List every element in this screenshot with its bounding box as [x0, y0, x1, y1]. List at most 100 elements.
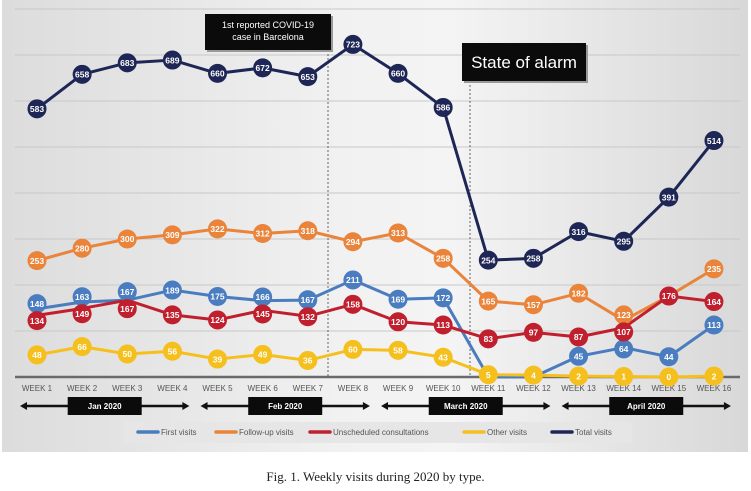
data-point-group: 5: [478, 365, 498, 385]
data-point-group: 309: [162, 225, 182, 245]
data-point: [27, 251, 47, 271]
data-point: [72, 238, 92, 258]
arrow-left-icon: [381, 402, 389, 410]
data-point: [343, 34, 363, 54]
data-label: 253: [30, 256, 44, 266]
data-label: 164: [707, 297, 721, 307]
data-point-group: 312: [253, 223, 273, 243]
data-label: 135: [165, 310, 179, 320]
series-line: [36, 42, 716, 262]
series-line: [36, 227, 715, 322]
data-point-group: 660: [208, 63, 228, 83]
x-tick-label: WEEK 7: [293, 384, 324, 393]
data-point-group: 66: [72, 337, 92, 357]
data-label: 123: [617, 310, 631, 320]
data-label: 2: [576, 371, 581, 381]
data-point-group: 583: [27, 99, 47, 119]
data-label: 0: [666, 372, 671, 382]
data-label: 2: [712, 371, 717, 381]
data-label: 60: [348, 345, 358, 355]
data-point-group: 182: [569, 283, 589, 303]
data-label: 312: [256, 229, 270, 239]
data-point: [117, 344, 137, 364]
data-label: 166: [256, 292, 270, 302]
data-point-group: 43: [433, 347, 453, 367]
data-point: [433, 347, 453, 367]
data-point-group: 723: [343, 34, 363, 54]
data-point-group: 36: [298, 350, 318, 370]
data-point-group: 60: [343, 339, 363, 359]
data-label: 316: [571, 227, 585, 237]
data-point: [569, 366, 589, 386]
series-line: [36, 294, 715, 341]
data-point: [614, 231, 634, 251]
arrow-left-icon: [200, 402, 208, 410]
data-label: 258: [526, 254, 540, 264]
figure-caption: Fig. 1. Weekly visits during 2020 by typ…: [266, 469, 485, 484]
data-point-group: 391: [659, 187, 679, 207]
data-point: [659, 187, 679, 207]
data-label: 318: [301, 226, 315, 236]
data-point-group: 45: [569, 346, 589, 366]
data-point-group: 683: [117, 53, 137, 73]
data-point-group: 176: [659, 286, 679, 306]
month-label: Jan 2020: [88, 402, 122, 411]
legend-label: Unscheduled consultations: [333, 428, 429, 437]
data-point: [569, 222, 589, 242]
data-point-group: 167: [117, 299, 137, 319]
data-label: 182: [571, 288, 585, 298]
data-label: 167: [120, 304, 134, 314]
data-point: [208, 219, 228, 239]
data-label: 44: [664, 352, 674, 362]
data-point: [162, 305, 182, 325]
series-other-visits: [36, 345, 714, 379]
data-label: 586: [436, 103, 450, 113]
data-point-group: 2: [704, 366, 724, 386]
data-label: 165: [481, 296, 495, 306]
legend-label: Follow-up visits: [239, 428, 294, 437]
data-label: 113: [436, 320, 450, 330]
data-label: 660: [391, 69, 405, 79]
data-point: [569, 327, 589, 347]
data-point-group: 258: [433, 248, 453, 268]
data-point: [253, 287, 273, 307]
annotation-box: [462, 43, 586, 81]
data-point-group: 2: [569, 366, 589, 386]
annotation-text: State of alarm: [471, 53, 577, 72]
data-label: 107: [617, 327, 631, 337]
annotation-box: [205, 14, 331, 50]
data-point: [704, 366, 724, 386]
arrow-right-icon: [723, 402, 731, 410]
data-point-group: 120: [388, 312, 408, 332]
data-label: 295: [617, 237, 631, 247]
data-point-group: 254: [478, 250, 498, 270]
data-label: 58: [393, 346, 403, 356]
x-tick-label: WEEK 12: [516, 384, 551, 393]
data-point: [523, 248, 543, 268]
data-point: [298, 221, 318, 241]
data-point: [343, 339, 363, 359]
data-point-group: 50: [117, 344, 137, 364]
data-point-group: 169: [388, 289, 408, 309]
x-tick-label: WEEK 8: [338, 384, 369, 393]
x-tick-label: WEEK 4: [157, 384, 188, 393]
data-point: [253, 344, 273, 364]
data-point: [253, 58, 273, 78]
data-label: 5: [486, 370, 491, 380]
data-point: [478, 291, 498, 311]
data-label: 163: [75, 292, 89, 302]
data-point: [433, 315, 453, 335]
month-label-box: [428, 397, 503, 415]
data-point-group: 158: [343, 294, 363, 314]
data-point-group: 660: [388, 63, 408, 83]
data-point: [523, 365, 543, 385]
data-point-group: 258: [523, 248, 543, 268]
data-point-group: 145: [253, 304, 273, 324]
x-tick-label: WEEK 1: [22, 384, 53, 393]
data-point-group: 64: [614, 339, 634, 359]
data-point: [162, 225, 182, 245]
x-tick-label: WEEK 14: [606, 384, 641, 393]
data-label: 149: [75, 309, 89, 319]
x-tick-label: WEEK 3: [112, 384, 143, 393]
annotation-text: 1st reported COVID-19: [222, 20, 314, 30]
